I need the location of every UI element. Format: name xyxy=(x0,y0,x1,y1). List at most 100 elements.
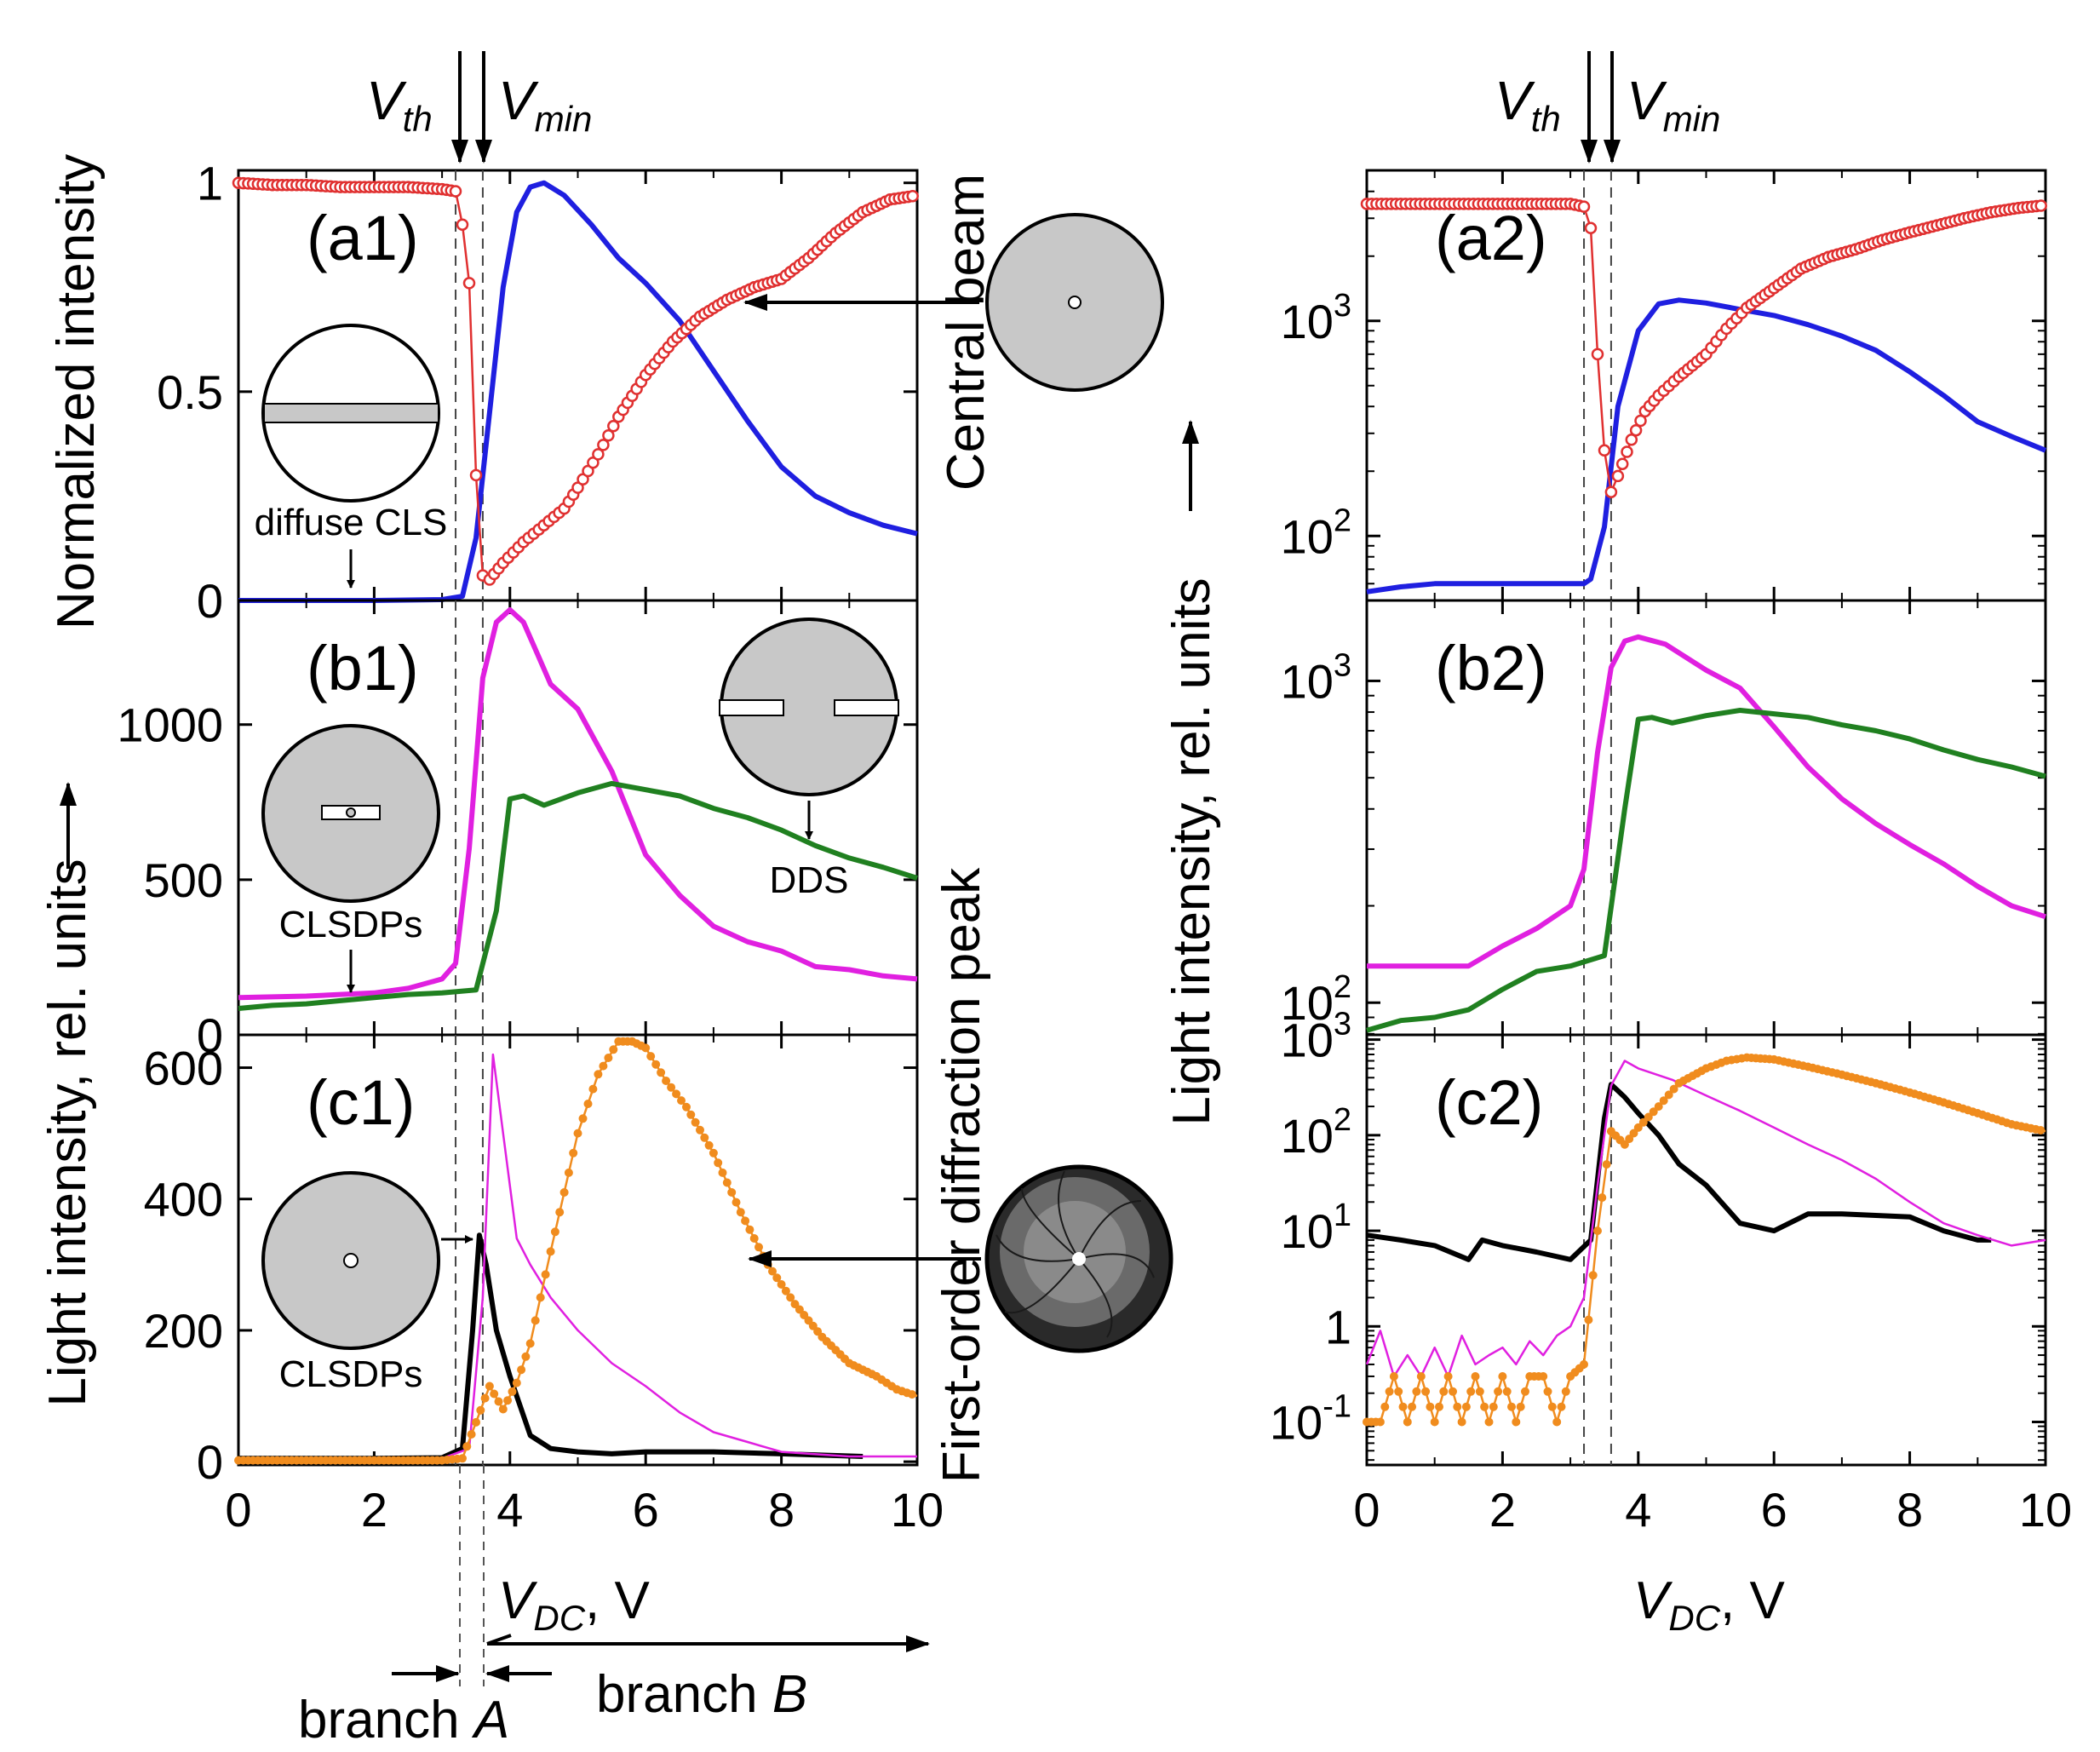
marker-c1-2 xyxy=(749,1234,759,1243)
marker-a2-1 xyxy=(1629,423,1643,437)
marker-c1-2 xyxy=(755,1243,763,1252)
marker-c2-2 xyxy=(1489,1402,1498,1411)
xtick-label: 6 xyxy=(1761,1483,1787,1537)
marker-c2-2 xyxy=(1461,1402,1471,1411)
series-b1-1 xyxy=(238,780,918,1011)
marker-c1-2 xyxy=(476,1405,485,1415)
marker-a1-1 xyxy=(469,468,483,482)
marker-c2-2 xyxy=(1620,1140,1629,1149)
ytick-label: 0 xyxy=(197,1435,223,1489)
marker-c1-2 xyxy=(696,1125,704,1134)
marker-c2-2 xyxy=(1421,1387,1431,1396)
diffuse-cls-disk-icon xyxy=(261,324,440,503)
marker-c1-2 xyxy=(808,1321,818,1330)
marker-c2-2 xyxy=(1580,1359,1588,1369)
marker-c1-2 xyxy=(657,1068,666,1077)
marker-c2-2 xyxy=(1654,1102,1663,1112)
marker-c1-2 xyxy=(781,1286,790,1295)
marker-c1-2 xyxy=(662,1077,671,1085)
marker-c1-2 xyxy=(641,1043,651,1053)
marker-c2-2 xyxy=(1638,1117,1648,1127)
series-a2-0 xyxy=(1366,297,2047,595)
marker-c1-2 xyxy=(578,1114,588,1123)
ytick-label: 0 xyxy=(197,574,223,628)
marker-c2-2 xyxy=(1629,1129,1638,1138)
marker-c2-2 xyxy=(1403,1417,1412,1427)
series-c2-1 xyxy=(1365,1060,2046,1378)
marker-c2-2 xyxy=(1512,1417,1521,1427)
vmin-label-left: Vmin xyxy=(498,70,592,139)
marker-c1-2 xyxy=(609,1045,618,1054)
marker-c2-2 xyxy=(1466,1387,1476,1396)
marker-c1-2 xyxy=(550,1227,559,1237)
marker-c2-2 xyxy=(1394,1387,1403,1396)
ylabel-light-intensity-left: Light intensity, rel. units xyxy=(38,859,97,1406)
clsdps-b1-label: CLSDPs xyxy=(279,904,423,945)
marker-c1-2 xyxy=(525,1339,535,1348)
marker-a2-1 xyxy=(1615,457,1629,470)
ytick-label: 101 xyxy=(1281,1198,1351,1258)
marker-a1-1 xyxy=(462,277,476,290)
marker-c2-2 xyxy=(1552,1417,1562,1427)
marker-c1-2 xyxy=(521,1352,531,1361)
marker-c2-2 xyxy=(1588,1271,1598,1280)
xtick-label: 4 xyxy=(496,1483,523,1537)
panel-c2: 10-1 1 101 102 103 0 2 4 6 8 10 (c2) xyxy=(1270,1007,2072,1537)
marker-c2-2 xyxy=(1408,1402,1417,1411)
marker-a2-1 xyxy=(1584,221,1598,235)
ytick-label: 102 xyxy=(1281,503,1351,563)
marker-c2-2 xyxy=(2036,1126,2045,1134)
vth-label-left: Vth xyxy=(366,70,433,139)
marker-a2-1 xyxy=(1634,414,1647,428)
vmin-label-right: Vmin xyxy=(1627,70,1720,139)
branch-a-label: branch A xyxy=(298,1691,509,1749)
diffuse-cls-label: diffuse CLS xyxy=(255,502,448,543)
panel-label-c1: (c1) xyxy=(307,1067,415,1138)
marker-c1-2 xyxy=(503,1396,513,1405)
ytick-label: 1000 xyxy=(117,698,223,752)
marker-c1-2 xyxy=(480,1393,490,1403)
marker-c1-2 xyxy=(573,1129,582,1138)
marker-c2-2 xyxy=(1543,1387,1552,1396)
marker-c1-2 xyxy=(569,1148,578,1157)
marker-c2-2 xyxy=(1557,1402,1566,1411)
marker-c2-2 xyxy=(1439,1387,1449,1396)
series-a1-0 xyxy=(238,180,918,603)
series-b1-0 xyxy=(238,606,918,1001)
marker-c1-2 xyxy=(736,1208,745,1217)
marker-c2-2 xyxy=(1494,1387,1503,1396)
marker-a1-1 xyxy=(449,185,462,198)
series-c2-0 xyxy=(1366,1082,1992,1262)
marker-a1-1 xyxy=(607,420,620,433)
marker-c2-2 xyxy=(1644,1112,1653,1122)
marker-c1-2 xyxy=(599,1061,608,1071)
xtick-label: 0 xyxy=(225,1483,251,1537)
marker-c1-2 xyxy=(458,1454,467,1463)
marker-c1-2 xyxy=(777,1280,786,1289)
ytick-label: 600 xyxy=(144,1042,223,1095)
marker-c2-2 xyxy=(1507,1402,1516,1411)
marker-c1-2 xyxy=(795,1305,804,1314)
marker-c2-2 xyxy=(1443,1372,1453,1381)
first-order-photo-icon xyxy=(984,1164,1173,1353)
marker-c2-2 xyxy=(1498,1372,1507,1381)
marker-c2-2 xyxy=(1659,1096,1668,1106)
marker-c1-2 xyxy=(768,1267,777,1276)
marker-c1-2 xyxy=(555,1208,565,1217)
marker-a2-1 xyxy=(1625,434,1638,446)
marker-a2-1 xyxy=(1604,485,1618,498)
marker-c1-2 xyxy=(667,1083,676,1092)
marker-c1-2 xyxy=(604,1054,613,1062)
marker-c1-2 xyxy=(467,1430,476,1439)
ytick-label: 500 xyxy=(144,853,223,907)
marker-c2-2 xyxy=(1471,1372,1480,1381)
central-beam-disk-icon xyxy=(985,213,1164,392)
marker-c2-2 xyxy=(1539,1372,1548,1381)
marker-c2-2 xyxy=(1625,1134,1634,1144)
marker-a2-1 xyxy=(1598,444,1611,457)
panel-label-b2: (b2) xyxy=(1435,633,1547,704)
v-markers-right: Vth Vmin xyxy=(1495,51,1720,164)
ytick-label: 200 xyxy=(144,1304,223,1358)
xlabel-left: VDC, V xyxy=(498,1571,650,1638)
xtick-label: 4 xyxy=(1625,1483,1651,1537)
